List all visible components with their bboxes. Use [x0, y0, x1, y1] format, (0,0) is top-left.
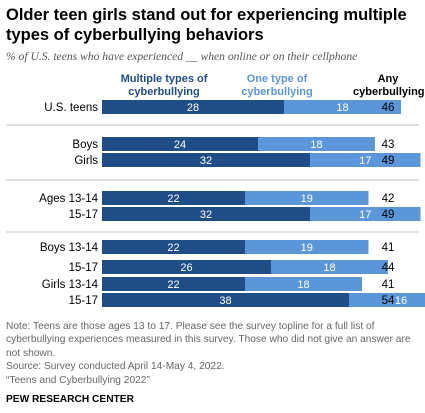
bar-one — [258, 137, 375, 151]
legend-any: Any cyberbullying — [353, 73, 425, 98]
bar-multiple — [102, 240, 245, 254]
category-label: Ages 13-14 — [39, 193, 98, 205]
data-label-one: 18 — [297, 279, 309, 291]
any-value: 49 — [382, 209, 395, 221]
data-label-multiple: 22 — [167, 242, 179, 254]
any-value: 43 — [382, 139, 395, 151]
any-value: 46 — [382, 102, 395, 114]
chart-subtitle: % of U.S. teens who have experienced __ … — [6, 50, 358, 63]
bar-one — [245, 191, 369, 205]
category-label: Girls 13-14 — [42, 279, 99, 291]
data-label-multiple: 32 — [200, 209, 212, 221]
data-label-one: 18 — [310, 139, 322, 151]
data-label-multiple: 26 — [180, 262, 192, 274]
note-text: Note: Teens are those ages 13 to 17. Ple… — [6, 321, 411, 359]
data-label-one: 18 — [336, 102, 348, 114]
legend-multiple: Multiple types of cyberbullying — [120, 73, 208, 98]
bar-one — [310, 153, 421, 167]
data-label-multiple: 22 — [167, 193, 179, 205]
report-title: “Teens and Cyberbullying 2022” — [6, 374, 150, 386]
bar-multiple — [102, 277, 245, 291]
bar-one — [349, 293, 425, 307]
category-label: Boys — [72, 139, 98, 151]
data-label-multiple: 22 — [167, 279, 179, 291]
bar-one — [245, 240, 369, 254]
data-label-one: 16 — [395, 295, 407, 307]
category-label: U.S. teens — [44, 102, 98, 114]
bar-multiple — [102, 260, 271, 274]
data-label-one: 18 — [323, 262, 335, 274]
data-label-one: 19 — [301, 193, 313, 205]
bar-multiple — [102, 191, 245, 205]
category-label: Girls — [74, 155, 98, 167]
data-label-multiple: 24 — [174, 139, 186, 151]
bar-multiple — [102, 137, 258, 151]
data-label-one: 17 — [359, 209, 371, 221]
any-value: 44 — [382, 262, 395, 274]
any-value: 54 — [382, 295, 395, 307]
data-label-one: 19 — [301, 242, 313, 254]
category-label: 15-17 — [69, 295, 98, 307]
category-label: 15-17 — [69, 209, 98, 221]
chart-title: Older teen girls stand out for experienc… — [6, 6, 407, 44]
bar-one — [284, 100, 401, 114]
any-value: 49 — [382, 155, 395, 167]
data-label-multiple: 28 — [187, 102, 199, 114]
notes: Note: Teens are those ages 13 to 17. Ple… — [6, 320, 418, 387]
bar-one — [245, 277, 362, 291]
stacked-bar-chart: U.S. teens 28 18 46 Boys 24 18 43 Girls 32 17 49 Age… — [6, 100, 425, 307]
bar-one — [310, 207, 421, 221]
data-label-multiple: 38 — [219, 295, 231, 307]
any-value: 41 — [382, 279, 395, 291]
bar-multiple — [102, 293, 349, 307]
source-text: Source: Survey conducted April 14-May 4,… — [6, 361, 225, 373]
footer-brand: PEW RESEARCH CENTER — [6, 394, 134, 405]
data-label-multiple: 32 — [200, 155, 212, 167]
any-value: 42 — [382, 193, 395, 205]
bar-multiple — [102, 100, 284, 114]
bar-one — [271, 260, 388, 274]
category-label: Boys 13-14 — [40, 242, 99, 254]
bar-multiple — [102, 153, 310, 167]
legend-one: One type of cyberbullying — [241, 73, 313, 98]
category-label: 15-17 — [69, 262, 98, 274]
data-label-one: 17 — [359, 155, 371, 167]
any-value: 41 — [382, 242, 395, 254]
bar-multiple — [102, 207, 310, 221]
